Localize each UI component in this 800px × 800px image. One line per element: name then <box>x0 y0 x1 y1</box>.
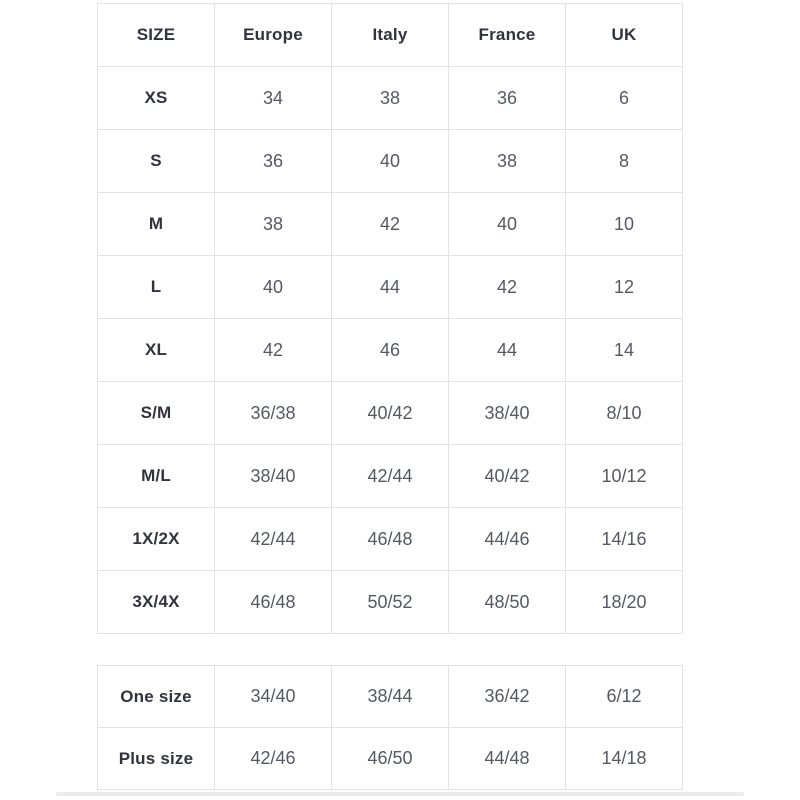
value-cell: 40 <box>448 192 566 256</box>
size-label-cell: M/L <box>97 444 215 508</box>
table-row-1x-2x: 1X/2X 42/44 46/48 44/46 14/16 <box>97 507 683 571</box>
size-label-cell: XS <box>97 66 215 130</box>
value-cell: 38/40 <box>214 444 332 508</box>
value-cell: 34 <box>214 66 332 130</box>
value-cell: 38/44 <box>331 665 449 728</box>
value-cell: 8/10 <box>565 381 683 445</box>
value-cell: 36/38 <box>214 381 332 445</box>
value-cell: 6 <box>565 66 683 130</box>
value-cell: 42 <box>448 255 566 319</box>
value-cell: 40 <box>331 129 449 193</box>
size-label-cell: 1X/2X <box>97 507 215 571</box>
bottom-divider <box>56 792 744 796</box>
table-row-s: S 36 40 38 8 <box>97 129 683 193</box>
size-label-cell: XL <box>97 318 215 382</box>
value-cell: 42/44 <box>331 444 449 508</box>
header-cell-france: France <box>448 3 566 67</box>
value-cell: 40 <box>214 255 332 319</box>
value-cell: 46/48 <box>331 507 449 571</box>
table-row-3x-4x: 3X/4X 46/48 50/52 48/50 18/20 <box>97 570 683 634</box>
value-cell: 44 <box>448 318 566 382</box>
table-row-s-m: S/M 36/38 40/42 38/40 8/10 <box>97 381 683 445</box>
value-cell: 46/48 <box>214 570 332 634</box>
value-cell: 6/12 <box>565 665 683 728</box>
value-cell: 46/50 <box>331 727 449 790</box>
table-row-plus-size: Plus size 42/46 46/50 44/48 14/18 <box>97 727 683 790</box>
value-cell: 46 <box>331 318 449 382</box>
table-row-one-size: One size 34/40 38/44 36/42 6/12 <box>97 665 683 728</box>
value-cell: 10/12 <box>565 444 683 508</box>
header-cell-uk: UK <box>565 3 683 67</box>
table-row-m: M 38 42 40 10 <box>97 192 683 256</box>
size-conversion-table: SIZE Europe Italy France UK XS 34 38 36 … <box>97 3 683 634</box>
header-cell-size: SIZE <box>97 3 215 67</box>
value-cell: 40/42 <box>331 381 449 445</box>
table-row-l: L 40 44 42 12 <box>97 255 683 319</box>
value-cell: 38 <box>214 192 332 256</box>
size-label-cell: Plus size <box>97 727 215 790</box>
table-row-m-l: M/L 38/40 42/44 40/42 10/12 <box>97 444 683 508</box>
value-cell: 38/40 <box>448 381 566 445</box>
value-cell: 36 <box>448 66 566 130</box>
value-cell: 38 <box>331 66 449 130</box>
value-cell: 42 <box>214 318 332 382</box>
value-cell: 14 <box>565 318 683 382</box>
size-label-cell: One size <box>97 665 215 728</box>
size-label-cell: S <box>97 129 215 193</box>
size-label-cell: M <box>97 192 215 256</box>
header-cell-italy: Italy <box>331 3 449 67</box>
value-cell: 8 <box>565 129 683 193</box>
value-cell: 14/16 <box>565 507 683 571</box>
value-cell: 14/18 <box>565 727 683 790</box>
value-cell: 36 <box>214 129 332 193</box>
value-cell: 42 <box>331 192 449 256</box>
value-cell: 44/46 <box>448 507 566 571</box>
special-size-table: One size 34/40 38/44 36/42 6/12 Plus siz… <box>97 665 683 790</box>
size-label-cell: L <box>97 255 215 319</box>
value-cell: 38 <box>448 129 566 193</box>
value-cell: 18/20 <box>565 570 683 634</box>
value-cell: 42/46 <box>214 727 332 790</box>
size-label-cell: S/M <box>97 381 215 445</box>
value-cell: 40/42 <box>448 444 566 508</box>
value-cell: 44/48 <box>448 727 566 790</box>
value-cell: 48/50 <box>448 570 566 634</box>
value-cell: 44 <box>331 255 449 319</box>
value-cell: 42/44 <box>214 507 332 571</box>
table-row-xs: XS 34 38 36 6 <box>97 66 683 130</box>
value-cell: 12 <box>565 255 683 319</box>
size-label-cell: 3X/4X <box>97 570 215 634</box>
value-cell: 36/42 <box>448 665 566 728</box>
value-cell: 34/40 <box>214 665 332 728</box>
value-cell: 10 <box>565 192 683 256</box>
header-cell-europe: Europe <box>214 3 332 67</box>
value-cell: 50/52 <box>331 570 449 634</box>
table-header-row: SIZE Europe Italy France UK <box>97 3 683 67</box>
table-row-xl: XL 42 46 44 14 <box>97 318 683 382</box>
